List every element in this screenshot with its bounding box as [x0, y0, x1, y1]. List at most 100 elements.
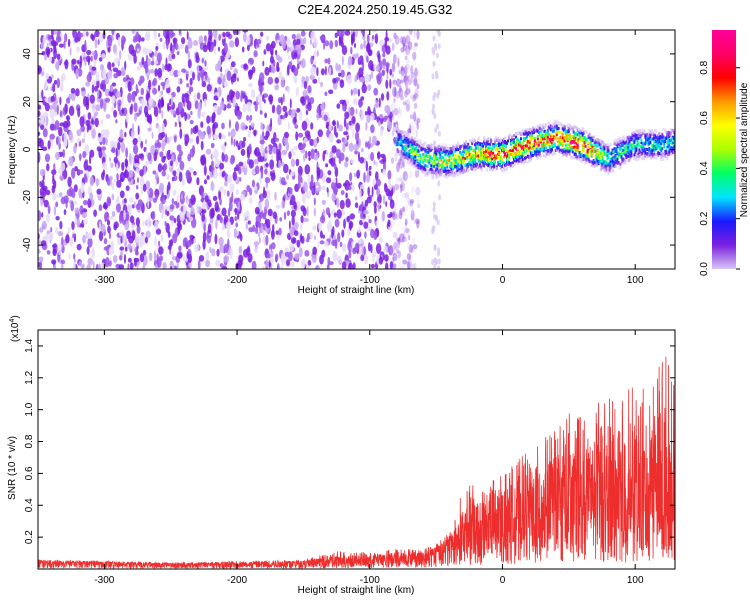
signal-pixel	[548, 126, 551, 130]
noise-blob	[169, 98, 172, 106]
noise-blob	[300, 258, 306, 269]
noise-blob	[86, 264, 91, 269]
signal-pixel	[616, 145, 619, 149]
noise-blob	[171, 95, 174, 106]
noise-blob	[206, 125, 211, 135]
signal-pixel	[477, 147, 480, 150]
signal-pixel	[576, 142, 579, 146]
noise-blob	[368, 219, 372, 224]
noise-blob	[302, 207, 307, 217]
noise-blob	[227, 207, 231, 218]
noise-blob	[312, 78, 318, 84]
signal-pixel	[563, 139, 566, 143]
noise-blob	[368, 153, 371, 161]
signal-pixel	[599, 152, 602, 156]
noise-blob	[377, 201, 380, 212]
signal-pixel	[576, 146, 579, 149]
signal-pixel	[523, 160, 526, 163]
signal-pixel	[510, 152, 512, 156]
noise-blob	[222, 170, 226, 177]
noise-blob	[230, 90, 236, 97]
noise-blob	[56, 96, 60, 102]
signal-pixel	[524, 156, 527, 160]
signal-pixel	[504, 136, 506, 140]
noise-blob	[139, 169, 145, 177]
noise-blob	[272, 211, 277, 219]
signal-pixel	[637, 157, 640, 161]
signal-pixel	[440, 173, 443, 177]
noise-blob	[223, 189, 227, 196]
noise-blob	[375, 100, 378, 108]
noise-blob	[306, 237, 310, 243]
noise-blob	[133, 201, 136, 209]
noise-blob	[271, 104, 276, 114]
noise-blob	[393, 97, 396, 103]
signal-pixel	[568, 134, 571, 137]
signal-pixel	[531, 136, 534, 140]
noise-blob	[162, 83, 165, 91]
noise-blob	[409, 124, 412, 134]
noise-blob	[339, 241, 343, 247]
signal-pixel	[622, 149, 625, 152]
noise-blob	[155, 46, 159, 51]
noise-blob	[309, 74, 315, 81]
noise-blob	[310, 66, 316, 76]
noise-blob	[178, 121, 182, 128]
signal-pixel	[495, 143, 497, 147]
signal-pixel	[546, 140, 549, 144]
noise-blob	[395, 212, 399, 221]
signal-pixel	[673, 137, 675, 140]
signal-pixel	[576, 144, 579, 148]
noise-blob	[406, 80, 412, 86]
noise-blob	[385, 201, 388, 207]
noise-blob	[386, 91, 390, 101]
noise-blob	[211, 115, 215, 124]
signal-pixel	[668, 152, 671, 156]
noise-blob	[154, 188, 160, 198]
noise-blob	[219, 162, 225, 170]
noise-blob	[44, 54, 47, 61]
noise-blob	[436, 123, 440, 130]
noise-blob	[372, 253, 375, 263]
noise-blob	[374, 33, 379, 44]
signal-pixel	[642, 149, 645, 153]
signal-pixel	[665, 130, 668, 134]
noise-blob	[290, 209, 296, 218]
noise-blob	[107, 35, 111, 47]
signal-pixel	[673, 131, 675, 135]
noise-blob	[344, 30, 351, 36]
noise-blob	[405, 81, 409, 91]
noise-blob	[281, 180, 287, 186]
noise-blob	[383, 245, 388, 253]
noise-blob	[351, 241, 354, 247]
noise-blob	[93, 209, 97, 217]
noise-blob	[204, 195, 209, 203]
noise-blob	[345, 192, 348, 199]
signal-pixel	[519, 133, 522, 137]
signal-pixel	[508, 155, 510, 159]
noise-blob	[202, 66, 209, 71]
signal-pixel	[597, 150, 600, 154]
noise-blob	[98, 132, 101, 138]
signal-pixel	[477, 157, 480, 160]
noise-blob	[71, 58, 77, 65]
signal-pixel	[528, 149, 531, 153]
signal-pixel	[575, 157, 578, 161]
noise-blob	[215, 218, 218, 230]
noise-blob	[264, 177, 271, 184]
noise-blob	[63, 209, 67, 216]
noise-blob	[368, 165, 372, 170]
noise-blob	[39, 260, 43, 269]
noise-blob	[206, 204, 209, 210]
noise-blob	[168, 53, 173, 62]
noise-blob	[284, 131, 289, 139]
noise-blob	[328, 123, 332, 132]
signal-pixel	[515, 147, 517, 151]
noise-blob	[416, 121, 419, 130]
noise-blob	[81, 138, 85, 144]
noise-blob	[376, 178, 381, 187]
signal-pixel	[649, 141, 652, 144]
signal-pixel	[403, 130, 406, 134]
signal-pixel	[607, 145, 610, 149]
noise-blob	[72, 262, 76, 269]
